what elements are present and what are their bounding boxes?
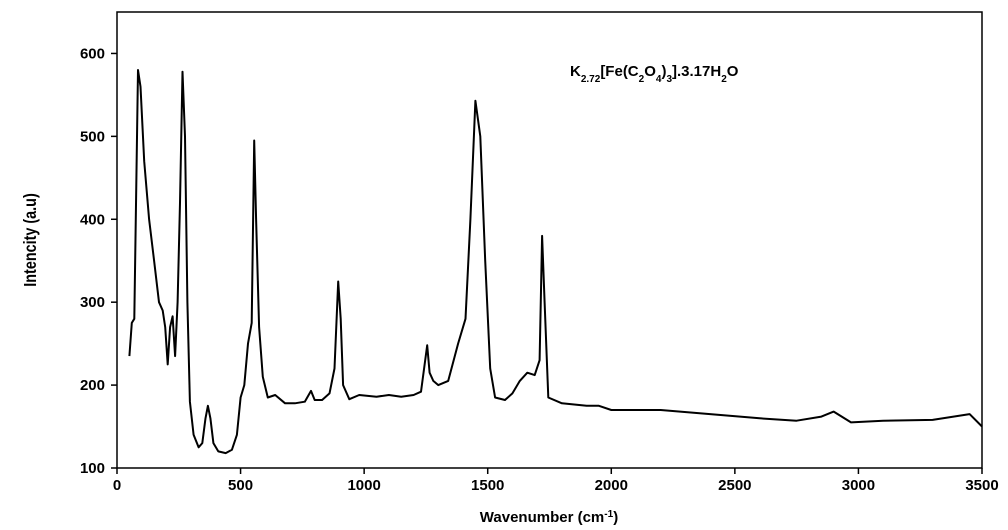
x-tick-label: 3000 bbox=[842, 477, 875, 494]
text-part: Wavenumber (cm bbox=[480, 509, 604, 526]
x-axis-label: Wavenumber (cm-1) bbox=[480, 509, 618, 527]
annotation: K2.72[Fe(C2O4)3].3.17H2O bbox=[570, 63, 739, 85]
y-tick-label: 600 bbox=[80, 45, 105, 62]
x-tick-label: 1000 bbox=[347, 477, 380, 494]
y-tick-label: 500 bbox=[80, 128, 105, 145]
text-part: 2 bbox=[639, 74, 645, 85]
y-tick-label: 400 bbox=[80, 211, 105, 228]
text-part: [Fe(C bbox=[600, 63, 638, 80]
text-part: K bbox=[570, 63, 581, 80]
x-tick-label: 2500 bbox=[718, 477, 751, 494]
text-part: -1 bbox=[604, 509, 613, 520]
y-tick-label: 100 bbox=[80, 460, 105, 477]
y-tick-label: 200 bbox=[80, 377, 105, 394]
text-part: 4 bbox=[656, 74, 662, 85]
text-part: 3 bbox=[666, 74, 672, 85]
y-axis-label: Intencity (a.u) bbox=[21, 193, 41, 287]
text-part: ) bbox=[661, 63, 666, 80]
x-tick-label: 500 bbox=[228, 477, 253, 494]
plot-frame bbox=[116, 11, 983, 469]
text-part: O bbox=[727, 63, 739, 80]
x-tick-label: 3500 bbox=[965, 477, 998, 494]
text-part: O bbox=[644, 63, 656, 80]
text-part: ) bbox=[613, 509, 618, 526]
x-tick-label: 0 bbox=[113, 477, 121, 494]
text-part: 2.72 bbox=[581, 74, 601, 85]
y-tick-label: 300 bbox=[80, 294, 105, 311]
text-part: 2 bbox=[721, 74, 727, 85]
x-tick-label: 1500 bbox=[471, 477, 504, 494]
spectrum-line bbox=[128, 69, 983, 455]
x-tick-label: 2000 bbox=[595, 477, 628, 494]
text-part: ].3.17H bbox=[672, 63, 721, 80]
